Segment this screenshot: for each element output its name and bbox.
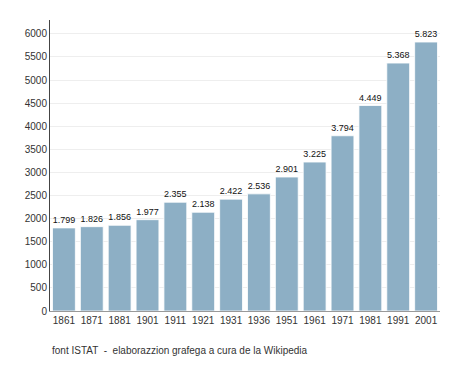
svg-text:4500: 4500 <box>25 98 48 109</box>
svg-text:1921: 1921 <box>192 315 215 326</box>
svg-text:5.823: 5.823 <box>415 29 438 39</box>
svg-text:1.977: 1.977 <box>136 207 159 217</box>
svg-text:2000: 2000 <box>25 213 48 224</box>
svg-text:5000: 5000 <box>25 75 48 86</box>
svg-text:1981: 1981 <box>359 315 382 326</box>
svg-text:1961: 1961 <box>304 315 327 326</box>
svg-text:1911: 1911 <box>165 315 187 326</box>
svg-text:2.901: 2.901 <box>276 164 299 174</box>
svg-text:1000: 1000 <box>25 259 48 270</box>
svg-text:5.368: 5.368 <box>387 50 410 60</box>
svg-text:1861: 1861 <box>53 315 76 326</box>
svg-text:2.138: 2.138 <box>192 199 215 209</box>
svg-text:1.826: 1.826 <box>81 214 104 224</box>
svg-text:1971: 1971 <box>331 315 354 326</box>
svg-text:1871: 1871 <box>81 315 104 326</box>
svg-text:1991: 1991 <box>387 315 410 326</box>
svg-text:6000: 6000 <box>25 28 48 39</box>
svg-text:1931: 1931 <box>220 315 243 326</box>
svg-text:font ISTAT - elaborazzion gr: font ISTAT - elaborazzion grafega a cura… <box>52 345 308 356</box>
svg-text:2500: 2500 <box>25 190 48 201</box>
svg-text:1.856: 1.856 <box>108 212 131 222</box>
svg-text:1936: 1936 <box>248 315 271 326</box>
svg-text:1500: 1500 <box>25 236 48 247</box>
svg-text:2.536: 2.536 <box>248 181 271 191</box>
svg-text:1.799: 1.799 <box>53 215 76 225</box>
svg-text:1901: 1901 <box>136 315 159 326</box>
svg-text:0: 0 <box>41 306 47 317</box>
svg-text:3.794: 3.794 <box>331 123 354 133</box>
svg-text:2.422: 2.422 <box>220 186 243 196</box>
svg-text:2.355: 2.355 <box>164 189 187 199</box>
svg-text:3000: 3000 <box>25 167 48 178</box>
svg-text:2001: 2001 <box>415 315 438 326</box>
svg-text:1881: 1881 <box>109 315 132 326</box>
svg-text:500: 500 <box>30 282 47 293</box>
svg-text:3500: 3500 <box>25 144 48 155</box>
svg-text:5500: 5500 <box>25 51 48 62</box>
svg-text:1951: 1951 <box>276 315 299 326</box>
svg-text:4000: 4000 <box>25 121 48 132</box>
svg-text:4.449: 4.449 <box>359 93 382 103</box>
svg-text:3.225: 3.225 <box>303 149 326 159</box>
